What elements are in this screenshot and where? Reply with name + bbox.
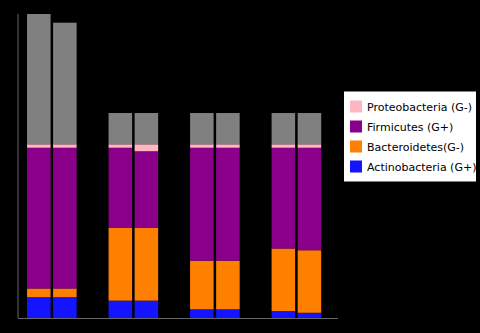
legend-swatch <box>350 141 362 153</box>
bar-segment <box>135 113 159 144</box>
bar-segment <box>216 144 240 147</box>
bar-segment <box>27 144 51 147</box>
bar-segment <box>109 148 133 228</box>
bar-segment <box>298 250 322 313</box>
bar-segment <box>216 148 240 261</box>
bar-segment <box>272 113 296 144</box>
legend-label: Firmicutes (G+) <box>367 121 453 134</box>
bar-segment <box>53 297 77 318</box>
bar-segment <box>135 151 159 227</box>
bar-segment <box>190 309 214 318</box>
bar-segment <box>27 148 51 289</box>
bar-segment <box>190 148 214 261</box>
legend-box <box>344 92 476 182</box>
bar-segment <box>216 309 240 318</box>
bar-segment <box>109 228 133 301</box>
bar-segment <box>298 144 322 147</box>
chart: Proteobacteria (G-) Firmicutes (G+) Bacter… <box>0 0 480 333</box>
bar-segment <box>135 144 159 151</box>
bar-segment <box>27 14 51 144</box>
bar-segment <box>272 148 296 249</box>
y-axis-line <box>18 14 19 318</box>
x-axis-line <box>18 318 338 319</box>
bar-segment <box>216 113 240 144</box>
bar-segment <box>53 23 77 145</box>
legend: Proteobacteria (G-) Firmicutes (G+) Bacter… <box>344 92 476 182</box>
legend-label: Proteobacteria (G-) <box>367 101 472 114</box>
legend-label: Actinobacteria (G+) <box>367 161 476 174</box>
bar-segment <box>27 288 51 297</box>
bar-segment <box>109 113 133 144</box>
bar-segment <box>27 297 51 318</box>
background <box>0 0 480 333</box>
bar-segment <box>109 144 133 147</box>
legend-swatch <box>350 101 362 113</box>
bar-segment <box>135 228 159 301</box>
bar-segment <box>53 288 77 297</box>
bar-segment <box>109 301 133 318</box>
bar-segment <box>272 144 296 147</box>
bar-segment <box>298 313 322 318</box>
legend-swatch <box>350 121 362 133</box>
bar-segment <box>272 311 296 318</box>
bar-segment <box>190 144 214 147</box>
bar-segment <box>190 261 214 310</box>
bar-segment <box>53 148 77 289</box>
bar-segment <box>298 113 322 144</box>
bar-segment <box>135 301 159 318</box>
legend-label: Bacteroidetes(G-) <box>367 141 464 154</box>
bar-segment <box>272 249 296 312</box>
bar-segment <box>53 144 77 147</box>
bar-segment <box>216 261 240 310</box>
bar-segment <box>298 148 322 250</box>
bar-segment <box>190 113 214 144</box>
bars <box>27 14 321 318</box>
legend-swatch <box>350 161 362 173</box>
